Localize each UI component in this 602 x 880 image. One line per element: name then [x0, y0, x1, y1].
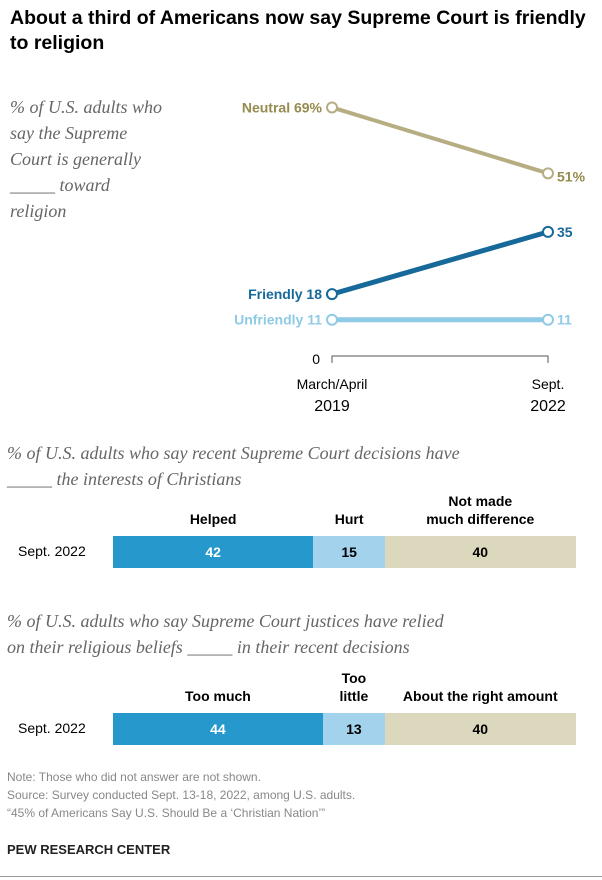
series-label: Unfriendly 11 — [234, 312, 322, 328]
bar-segment-about-the-right-amount: 40 — [384, 713, 576, 745]
legend-label-line: About the right amount — [402, 688, 558, 704]
data-point — [542, 225, 554, 238]
report-title: “45% of Americans Say U.S. Should Be a ‘… — [7, 806, 326, 820]
legend-label-line: Helped — [189, 511, 237, 527]
divider — [0, 876, 602, 877]
subtitle-line: % of U.S. adults who — [10, 97, 163, 117]
row-label: Sept. 2022 — [18, 720, 86, 736]
data-point — [326, 101, 338, 114]
series-line-neutral — [331, 105, 549, 176]
bar-segment-too-little: 13 — [322, 713, 385, 745]
source: Source: Survey conducted Sept. 13-18, 20… — [7, 788, 356, 802]
subtitle-line: on their religious beliefs _____ in thei… — [7, 637, 410, 657]
subtitle-line: religion — [10, 201, 67, 221]
row-label: Sept. 2022 — [18, 543, 86, 559]
data-label: 35 — [557, 224, 573, 240]
x-tick-label: Sept. — [532, 376, 565, 392]
legend-label-line: much difference — [426, 511, 535, 527]
x-tick-label: March/April — [297, 376, 368, 392]
subtitle-line: % of U.S. adults who say recent Supreme … — [7, 443, 460, 463]
y-tick-label: 0 — [312, 351, 320, 367]
subtitle-line: Court is generally — [10, 149, 141, 169]
bar-segment-not-made-much-difference: 40 — [384, 536, 576, 568]
data-point — [326, 313, 338, 326]
subtitle-line: % of U.S. adults who say Supreme Court j… — [7, 611, 444, 631]
bar-chart-1-subtitle: % of U.S. adults who say recent Supreme … — [7, 440, 460, 492]
line-chart-subtitle: % of U.S. adults who say the Supreme Cou… — [10, 94, 162, 224]
x-axis — [331, 355, 549, 363]
legend-label-line: Hurt — [334, 511, 364, 527]
series-label: Neutral 69% — [242, 99, 323, 115]
line-chart: Neutral 69% 51% Friendly 18 35 Unfriendly 11… — [234, 99, 586, 415]
bar-chart-2-subtitle: % of U.S. adults who say Supreme Court j… — [7, 608, 444, 660]
legend-label: Helped — [113, 510, 313, 528]
legend-label: Too much — [113, 687, 323, 705]
legend-label-line: Too — [341, 670, 367, 686]
data-point — [542, 167, 554, 180]
subtitle-line: _____ toward — [10, 175, 110, 195]
data-label: 11 — [557, 312, 572, 328]
subtitle-line: _____ the interests of Christians — [7, 469, 242, 489]
series-label: Friendly 18 — [248, 286, 322, 302]
legend-label: Not made much difference — [385, 492, 576, 528]
data-label: 51% — [557, 168, 586, 184]
bar-segment-too-much: 44 — [113, 713, 323, 745]
series-line-friendly — [331, 229, 549, 297]
legend-label: Hurt — [313, 510, 385, 528]
legend-label-line: little — [339, 688, 369, 704]
chart-title: About a third of Americans now say Supre… — [10, 7, 586, 54]
legend-label-line: Too much — [185, 688, 251, 704]
bar-segment-hurt: 15 — [313, 536, 385, 568]
x-tick-label: 2022 — [530, 398, 566, 415]
subtitle-line: say the Supreme — [10, 123, 128, 143]
legend-label: About the right amount — [385, 687, 576, 705]
legend-label: Too little — [323, 669, 385, 705]
bar-segment-helped: 42 — [113, 536, 314, 568]
brand-logo: PEW RESEARCH CENTER — [7, 842, 171, 857]
x-tick-label: 2019 — [314, 398, 350, 415]
legend-label-line: Not made — [448, 493, 513, 509]
footnote: Note: Those who did not answer are not s… — [7, 770, 261, 784]
data-point — [542, 313, 554, 326]
data-point — [326, 288, 338, 301]
